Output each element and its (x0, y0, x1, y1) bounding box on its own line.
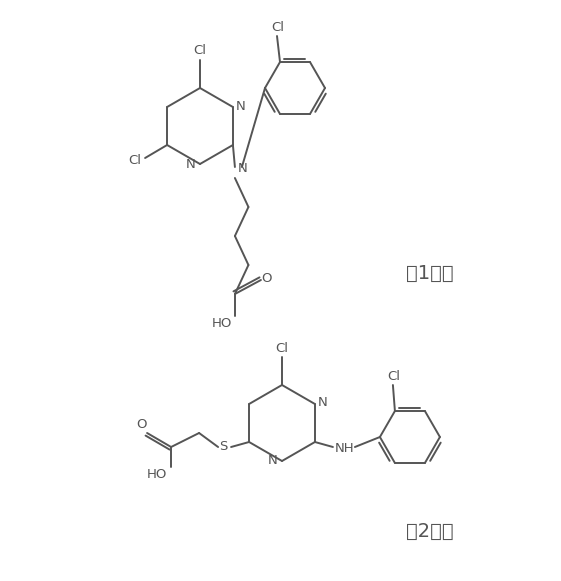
Text: （2）。: （2）。 (406, 522, 454, 540)
Text: Cl: Cl (128, 153, 141, 167)
Text: N: N (268, 454, 278, 468)
Text: N: N (238, 163, 248, 175)
Text: Cl: Cl (194, 45, 206, 58)
Text: N: N (186, 157, 196, 170)
Text: N: N (236, 99, 246, 113)
Text: Cl: Cl (272, 20, 284, 34)
Text: HO: HO (147, 468, 167, 482)
Text: O: O (136, 418, 146, 432)
Text: N: N (318, 396, 328, 410)
Text: （1）或: （1）或 (406, 264, 454, 282)
Text: HO: HO (211, 317, 232, 329)
Text: O: O (261, 271, 272, 285)
Text: Cl: Cl (388, 370, 401, 382)
Text: Cl: Cl (275, 342, 288, 354)
Text: S: S (219, 440, 227, 454)
Text: NH: NH (335, 443, 355, 456)
